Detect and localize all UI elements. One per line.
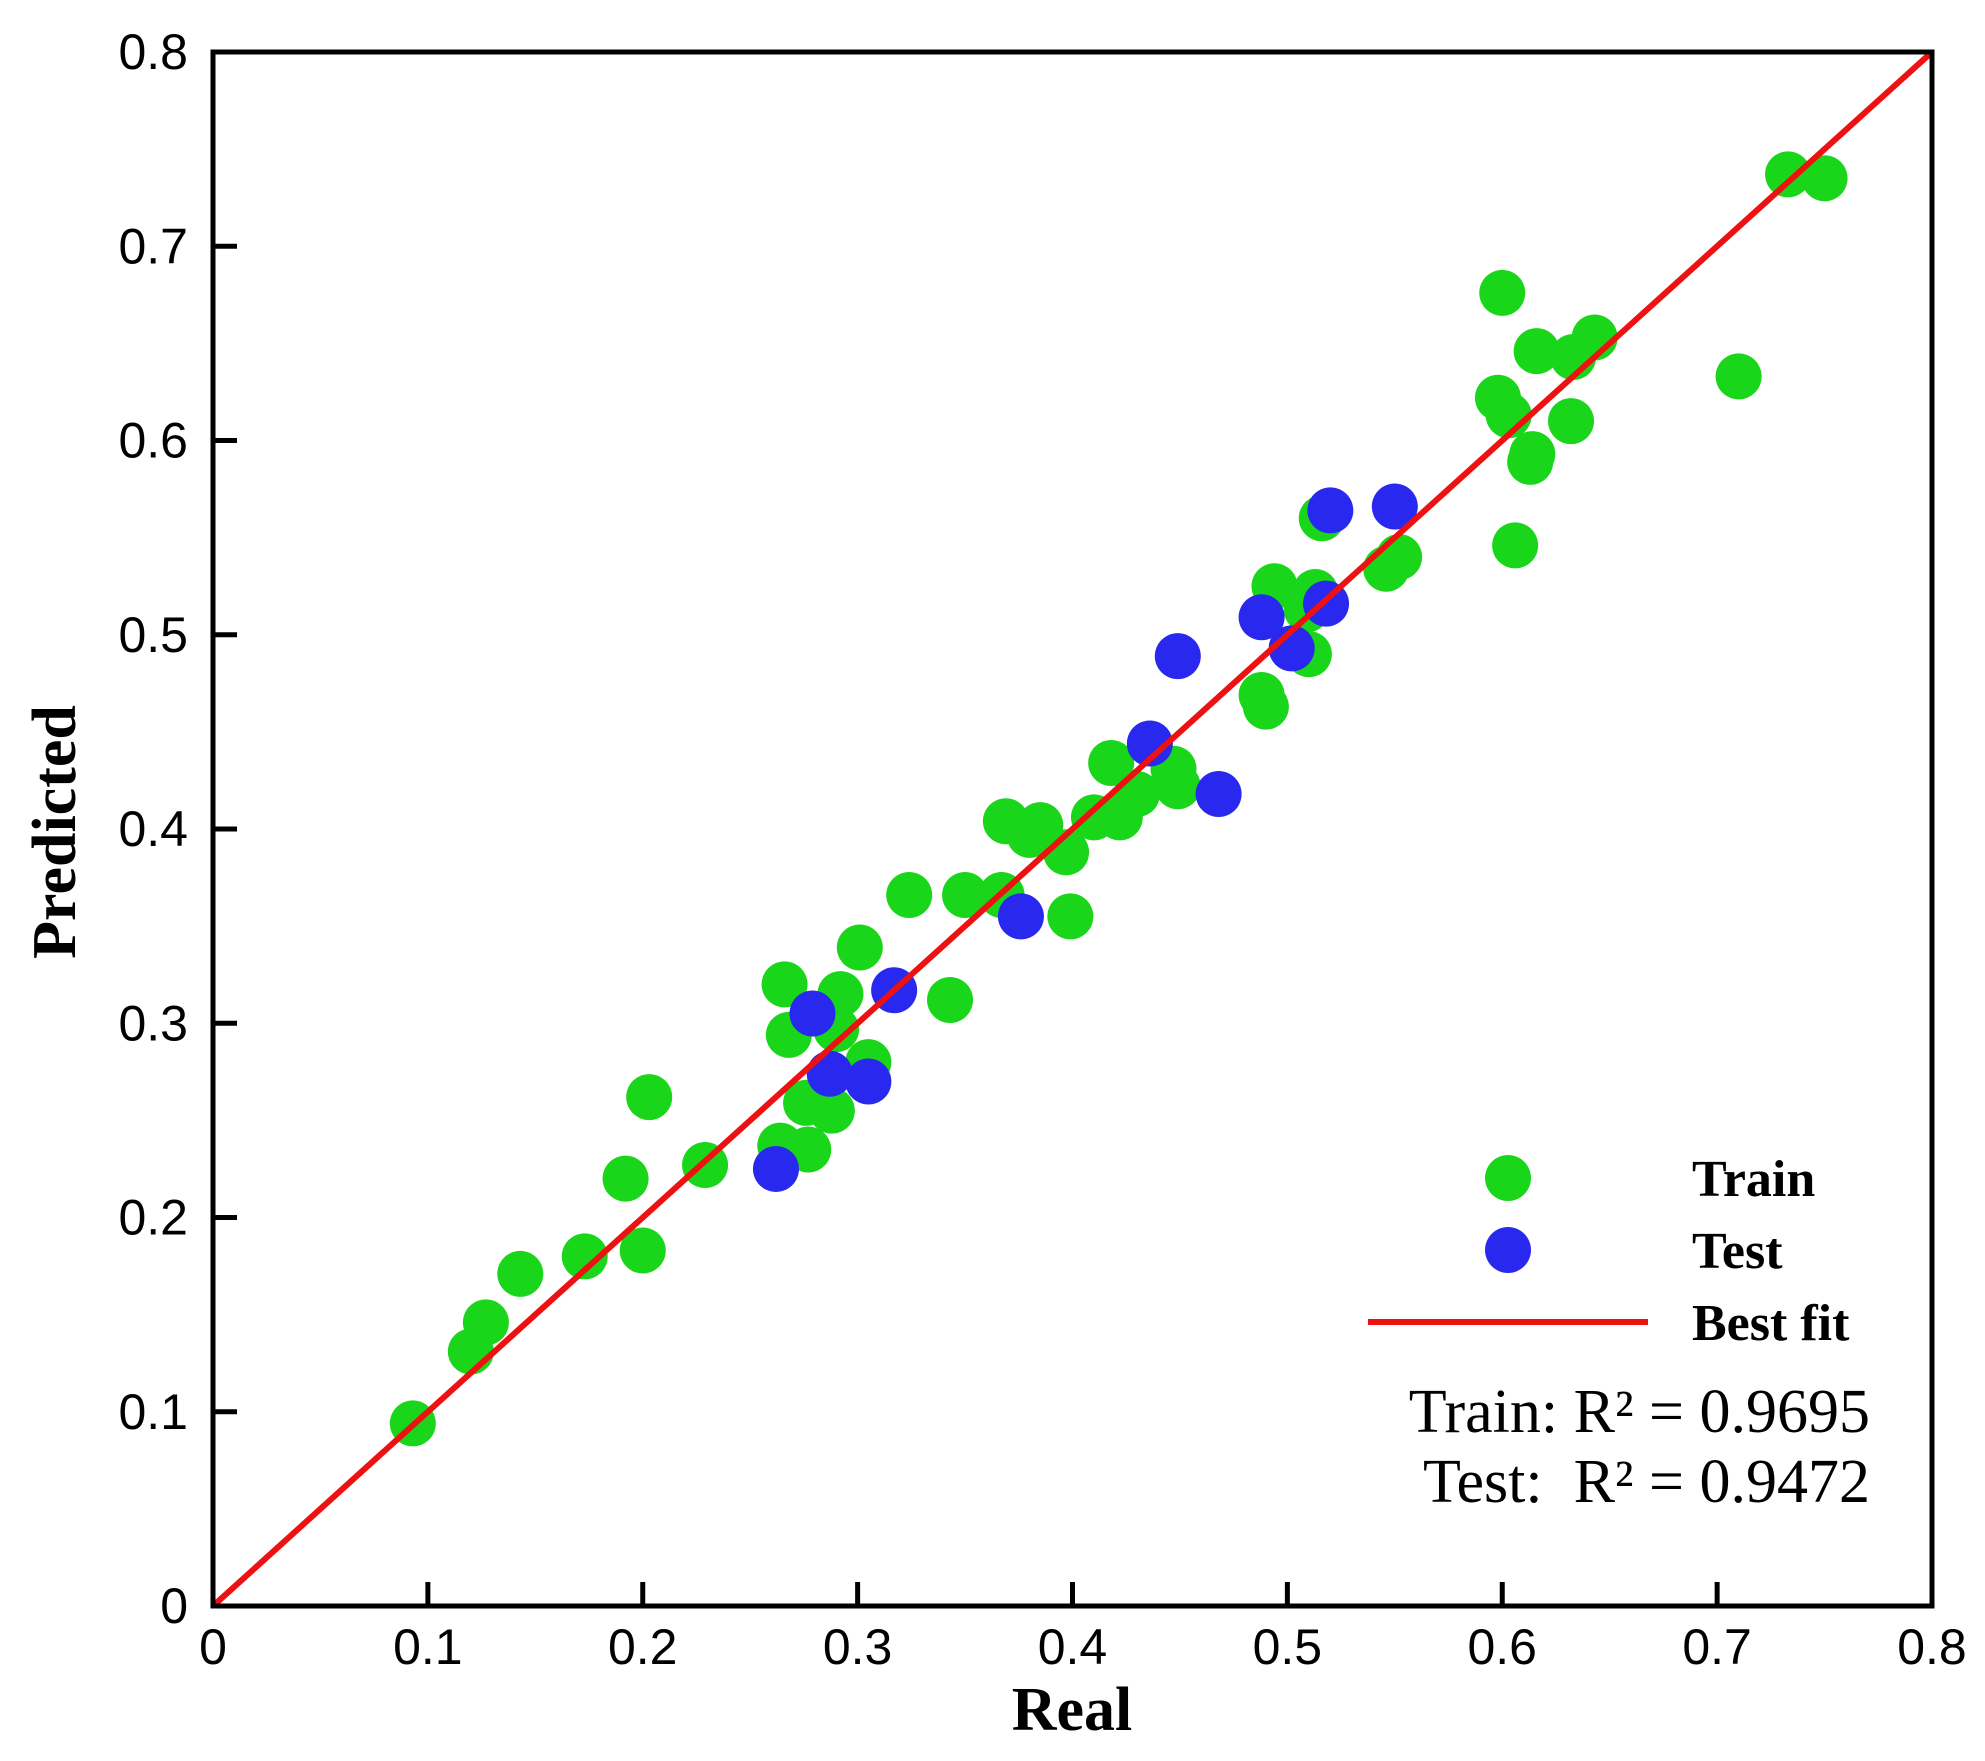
train-point [1492,522,1539,569]
train-point [1509,431,1556,478]
test-point [1126,720,1173,767]
train-point [619,1227,666,1274]
train-point [761,961,808,1008]
x-tick-label: 0.3 [823,1619,893,1675]
test-point [789,990,836,1037]
test-point [997,893,1044,940]
train-point [836,924,883,971]
plot-frame [210,49,1935,1609]
legend: Train Test Best fit [1368,1151,1850,1352]
test-r2-annotation: Test: R² = 0.9472 [1423,1448,1870,1516]
y-tick-label: 0.8 [118,24,188,80]
train-point [1715,353,1762,400]
train-point [626,1074,673,1121]
train-point [1154,763,1201,810]
y-tick-label: 0 [160,1578,188,1634]
legend-test-marker [1485,1227,1531,1273]
test-point [1371,483,1418,530]
test-point [752,1145,799,1192]
test-point [1307,487,1354,534]
legend-best-fit-label: Best fit [1692,1295,1850,1352]
x-tick-label: 0.8 [1897,1619,1967,1675]
x-tick-label: 0.5 [1253,1619,1323,1675]
train-r2-annotation: Train: R² = 0.9695 [1409,1378,1870,1446]
x-tick-label: 0.4 [1038,1619,1108,1675]
test-point [1195,771,1242,818]
x-tick-label: 0.1 [393,1619,463,1675]
x-tick-label: 0.7 [1682,1619,1752,1675]
train-point [927,976,974,1023]
train-point [1479,269,1526,316]
y-tick-label: 0.4 [118,801,188,857]
legend-train-marker [1485,1155,1531,1201]
test-point [1154,633,1201,680]
x-axis-title: Real [1012,1676,1133,1744]
best-fit-line [210,49,1935,1609]
train-point [561,1233,608,1280]
x-tick-label: 0.2 [608,1619,678,1675]
y-axis-title: Predicted [21,705,89,959]
y-tick-label: 0.6 [118,413,188,469]
y-tick-label: 0.2 [118,1190,188,1246]
train-point [1548,398,1595,445]
y-tick-label: 0.3 [118,995,188,1051]
train-point [886,872,933,919]
train-point [942,872,989,919]
legend-train-label: Train [1692,1151,1815,1208]
fit-line-layer [210,49,1935,1609]
test-point [806,1050,853,1097]
train-point [808,1087,855,1134]
train-point [1088,739,1135,786]
y-tick-label: 0.1 [118,1384,188,1440]
test-point [1238,594,1285,641]
train-point [462,1299,509,1346]
train-point [1242,683,1289,730]
test-point [1268,625,1315,672]
y-tick-label: 0.5 [118,607,188,663]
x-tick-label: 0 [199,1619,227,1675]
train-point [1765,151,1812,198]
test-point [845,1058,892,1105]
train-point [1047,893,1094,940]
x-tick-label: 0.6 [1467,1619,1537,1675]
train-point [1376,534,1423,581]
legend-test-label: Test [1692,1223,1783,1280]
train-point [1043,829,1090,876]
y-tick-label: 0.7 [118,218,188,274]
points-layer [389,151,1848,1447]
train-point [497,1250,544,1297]
train-point [1801,155,1848,202]
train-point [602,1155,649,1202]
train-point [1513,328,1560,375]
ticks-layer: 0 0.1 0.2 0.3 0.4 0.5 0.6 0.7 0.8 0 0.1 0.2 0.3 0.4 0.… [118,24,1966,1675]
